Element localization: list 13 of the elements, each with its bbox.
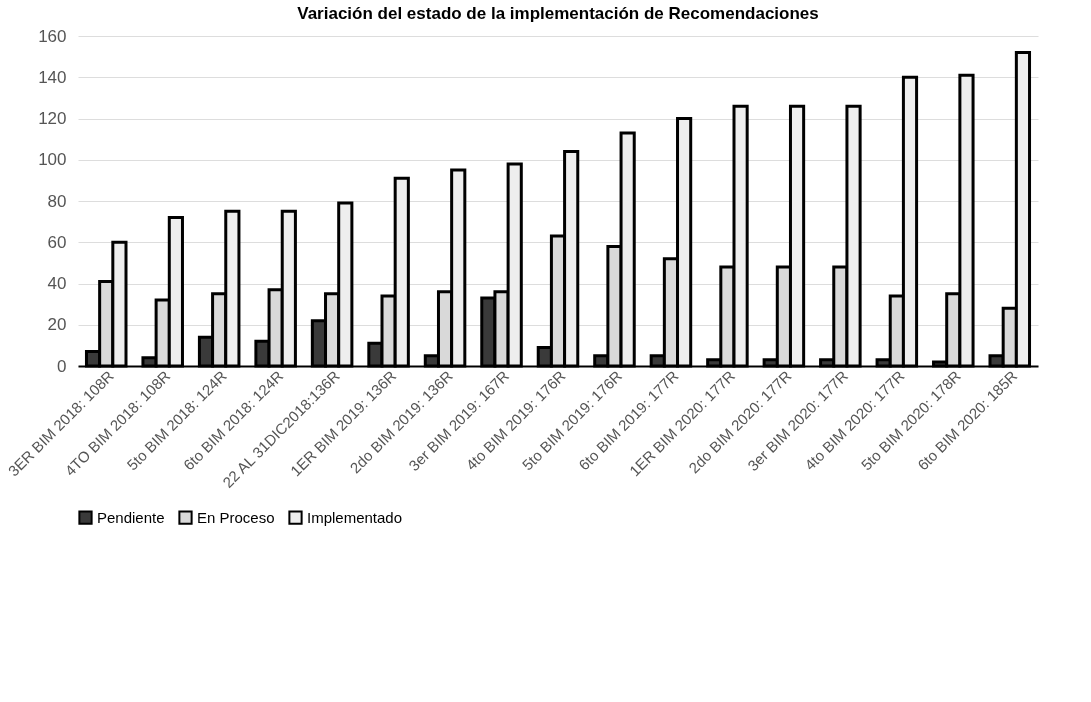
y-tick-label: 160 bbox=[38, 26, 67, 46]
chart-title: Variación del estado de la implementación de Recomendaciones bbox=[297, 4, 819, 23]
y-tick-label: 40 bbox=[47, 274, 67, 293]
y-tick-label: 140 bbox=[38, 67, 67, 87]
y-tick-label: 120 bbox=[38, 109, 67, 128]
y-tick-label: 100 bbox=[38, 150, 67, 170]
legend-label: Implementado bbox=[307, 508, 403, 526]
y-tick-label: 0 bbox=[57, 356, 67, 376]
y-tick-label: 20 bbox=[47, 315, 67, 335]
legend-label: Pendiente bbox=[97, 508, 165, 526]
legend-label: En Proceso bbox=[197, 508, 275, 526]
y-tick-label: 80 bbox=[47, 191, 67, 211]
y-tick-label: 60 bbox=[47, 232, 67, 252]
